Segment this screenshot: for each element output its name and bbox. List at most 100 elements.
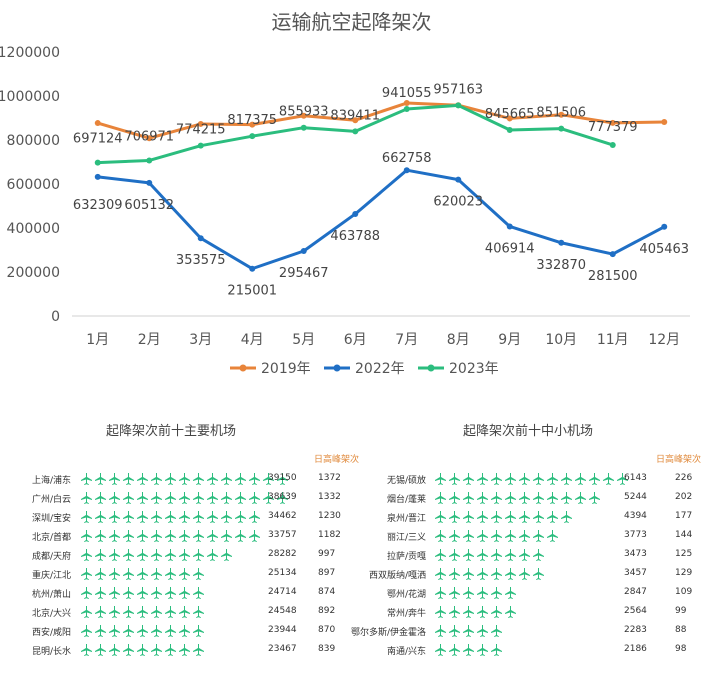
major-bar — [79, 624, 205, 638]
airplane-icon — [109, 644, 120, 656]
airplane-icon — [81, 492, 92, 504]
airplane-icon — [533, 530, 544, 542]
x-tick-label: 11月 — [597, 332, 629, 348]
airplane-icon — [109, 625, 120, 637]
airplane-icon — [519, 549, 530, 561]
airplane-icon — [505, 492, 516, 504]
airplane-icon — [109, 530, 120, 542]
data-label: 662758 — [382, 151, 432, 166]
airplane-icons — [435, 492, 600, 504]
data-point — [197, 235, 204, 242]
small-row: 丽江/三义 3773 144 — [0, 530, 703, 544]
small-airport-name: 丽江/三义 — [386, 533, 426, 543]
data-point — [146, 157, 153, 164]
airplane-icon — [463, 625, 474, 637]
airplane-icon — [193, 606, 204, 618]
small-movements-value: 6143 — [624, 473, 647, 483]
legend-label: 2023年 — [449, 361, 499, 377]
airplane-icons — [81, 568, 204, 580]
airplane-icon — [561, 492, 572, 504]
airplane-icon — [463, 587, 474, 599]
airplane-icon — [449, 511, 460, 523]
airplane-icon — [463, 644, 474, 656]
airplane-icon — [165, 549, 176, 561]
major-movements-value: 23467 — [268, 644, 297, 654]
major-row: 重庆/江北 25134 897 — [0, 568, 703, 582]
airplane-icon — [95, 549, 106, 561]
airplane-icon — [505, 568, 516, 580]
major-row: 西安/咸阳 23944 870 — [0, 625, 703, 639]
major-row: 北京/首都 33757 1182 — [0, 530, 703, 544]
airplane-icon — [435, 587, 446, 599]
major-row: 成都/天府 28282 997 — [0, 549, 703, 563]
data-point — [249, 121, 256, 128]
airplane-icon — [235, 473, 246, 485]
airplane-icon — [151, 549, 162, 561]
small-peak-value: 88 — [675, 625, 687, 635]
airplane-icon — [235, 492, 246, 504]
major-airport-name: 西安/咸阳 — [31, 628, 71, 638]
data-label: 845665 — [485, 107, 535, 122]
airplane-icon — [575, 492, 586, 504]
major-peak-value: 1332 — [318, 492, 341, 502]
airplane-icon — [617, 473, 628, 485]
airplane-icon — [561, 473, 572, 485]
small-peak-value: 202 — [675, 492, 693, 502]
data-label: 839411 — [330, 108, 380, 123]
airplane-icon — [123, 549, 134, 561]
small-airport-name: 烟台/蓬莱 — [386, 495, 426, 505]
small-row: 西双版纳/嘎洒 3457 129 — [0, 568, 703, 582]
airplane-icon — [165, 511, 176, 523]
airplane-icon — [95, 492, 106, 504]
airplane-icon — [151, 492, 162, 504]
airplane-icon — [221, 511, 232, 523]
legend-marker — [333, 364, 341, 372]
small-movements-value: 2186 — [624, 644, 647, 654]
y-tick-label: 0 — [51, 309, 60, 325]
small-movements-value: 5244 — [624, 492, 647, 502]
data-point — [94, 120, 101, 127]
major-movements-value: 33757 — [268, 530, 297, 540]
airplane-icon — [179, 644, 190, 656]
x-tick-label: 4月 — [241, 332, 264, 348]
major-bar — [79, 567, 205, 581]
small-peak-value: 109 — [675, 587, 693, 597]
airplane-icon — [435, 492, 446, 504]
major-peak-value: 839 — [318, 644, 336, 654]
y-tick-label: 1000000 — [0, 89, 60, 105]
airplane-icons — [435, 625, 502, 637]
airplane-icon — [435, 606, 446, 618]
data-point — [609, 141, 616, 148]
airplane-icon — [193, 568, 204, 580]
airplane-icons — [81, 587, 204, 599]
data-label: 777379 — [588, 120, 638, 135]
airplane-icon — [463, 606, 474, 618]
small-peak-value: 129 — [675, 568, 693, 578]
airplane-icon — [491, 530, 502, 542]
airplane-icon — [547, 473, 558, 485]
airplane-icon — [123, 530, 134, 542]
airplane-icon — [151, 511, 162, 523]
airplane-icon — [477, 511, 488, 523]
data-label: 295467 — [279, 266, 329, 281]
airplane-icon — [505, 530, 516, 542]
small-row: 鄂州/花湖 2847 109 — [0, 587, 703, 601]
airplane-icon — [123, 606, 134, 618]
small-peak-value: 125 — [675, 549, 693, 559]
small-bar — [433, 624, 503, 638]
data-label: 605132 — [124, 198, 174, 213]
major-airports-title: 起降架次前十主要机场 — [106, 424, 237, 439]
airplane-icon — [193, 587, 204, 599]
airplane-icon — [151, 587, 162, 599]
airplane-icon — [533, 549, 544, 561]
airplane-icon — [463, 473, 474, 485]
x-tick-label: 8月 — [447, 332, 470, 348]
airplane-icon — [95, 587, 106, 599]
small-airport-name: 鄂州/花湖 — [386, 590, 426, 600]
major-airport-name: 上海/浦东 — [31, 476, 71, 486]
major-peak-value: 997 — [318, 549, 336, 559]
major-airport-name: 昆明/长水 — [31, 647, 71, 657]
airplane-icon — [491, 644, 502, 656]
major-row: 北京/大兴 24548 892 — [0, 606, 703, 620]
data-label: 353575 — [176, 253, 226, 268]
